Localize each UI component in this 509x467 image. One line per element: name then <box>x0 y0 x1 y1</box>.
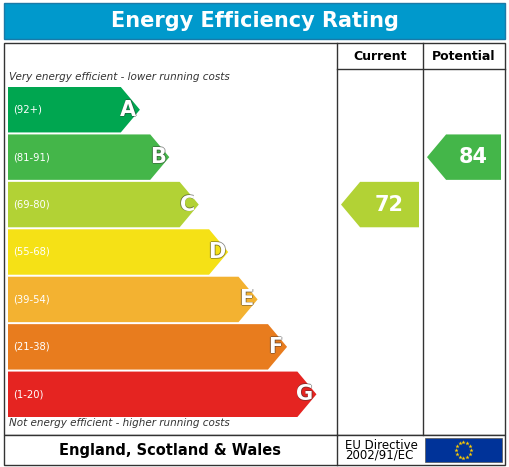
Text: D: D <box>209 242 226 262</box>
Text: (81-91): (81-91) <box>13 152 50 162</box>
Text: E: E <box>239 290 253 310</box>
Text: EU Directive: EU Directive <box>345 439 418 452</box>
Bar <box>425 438 502 462</box>
Text: D: D <box>208 242 225 262</box>
Text: (92+): (92+) <box>13 105 42 115</box>
Text: F: F <box>268 337 282 357</box>
Text: B: B <box>150 148 166 168</box>
Text: A: A <box>121 100 137 120</box>
Text: G: G <box>296 383 314 403</box>
Text: G: G <box>296 384 314 404</box>
Text: A: A <box>120 100 135 120</box>
Text: England, Scotland & Wales: England, Scotland & Wales <box>60 443 281 458</box>
Text: C: C <box>180 195 195 215</box>
Text: F: F <box>268 338 282 358</box>
Bar <box>4 43 505 435</box>
Text: B: B <box>150 147 166 167</box>
Text: Potential: Potential <box>432 50 496 63</box>
Text: (39-54): (39-54) <box>13 294 49 304</box>
Text: B: B <box>149 147 165 167</box>
Text: C: C <box>180 194 195 214</box>
Text: C: C <box>179 195 194 214</box>
Bar <box>4 435 505 465</box>
Polygon shape <box>8 372 317 417</box>
Text: 84: 84 <box>459 147 488 167</box>
Text: 72: 72 <box>375 195 404 214</box>
Text: E: E <box>238 290 252 310</box>
Bar <box>4 3 505 39</box>
Polygon shape <box>8 229 228 275</box>
Text: E: E <box>240 290 254 310</box>
Text: Current: Current <box>353 50 407 63</box>
Text: F: F <box>269 337 284 357</box>
Text: A: A <box>120 100 136 120</box>
Text: C: C <box>180 195 195 214</box>
Text: 2002/91/EC: 2002/91/EC <box>345 448 413 461</box>
Text: F: F <box>268 337 282 357</box>
Text: (1-20): (1-20) <box>13 389 43 399</box>
Polygon shape <box>8 182 199 227</box>
Polygon shape <box>8 277 258 322</box>
Text: B: B <box>151 147 166 167</box>
Text: D: D <box>208 241 225 261</box>
Text: A: A <box>120 99 136 119</box>
Text: Energy Efficiency Rating: Energy Efficiency Rating <box>110 11 399 31</box>
Polygon shape <box>8 324 287 369</box>
Text: G: G <box>296 384 313 404</box>
Text: F: F <box>268 336 282 356</box>
Polygon shape <box>8 134 169 180</box>
Text: (21-38): (21-38) <box>13 342 49 352</box>
Text: B: B <box>150 146 166 166</box>
Text: E: E <box>239 290 253 310</box>
Text: E: E <box>239 289 253 309</box>
Text: G: G <box>297 384 314 404</box>
Polygon shape <box>341 182 419 227</box>
Text: (69-80): (69-80) <box>13 199 49 210</box>
Text: D: D <box>208 243 225 263</box>
Text: D: D <box>207 242 224 262</box>
Text: G: G <box>296 385 314 405</box>
Polygon shape <box>427 134 501 180</box>
Text: (55-68): (55-68) <box>13 247 50 257</box>
Text: C: C <box>180 195 195 214</box>
Polygon shape <box>8 87 140 133</box>
Text: Very energy efficient - lower running costs: Very energy efficient - lower running co… <box>9 72 230 82</box>
Text: A: A <box>120 100 136 120</box>
Text: Not energy efficient - higher running costs: Not energy efficient - higher running co… <box>9 418 230 428</box>
